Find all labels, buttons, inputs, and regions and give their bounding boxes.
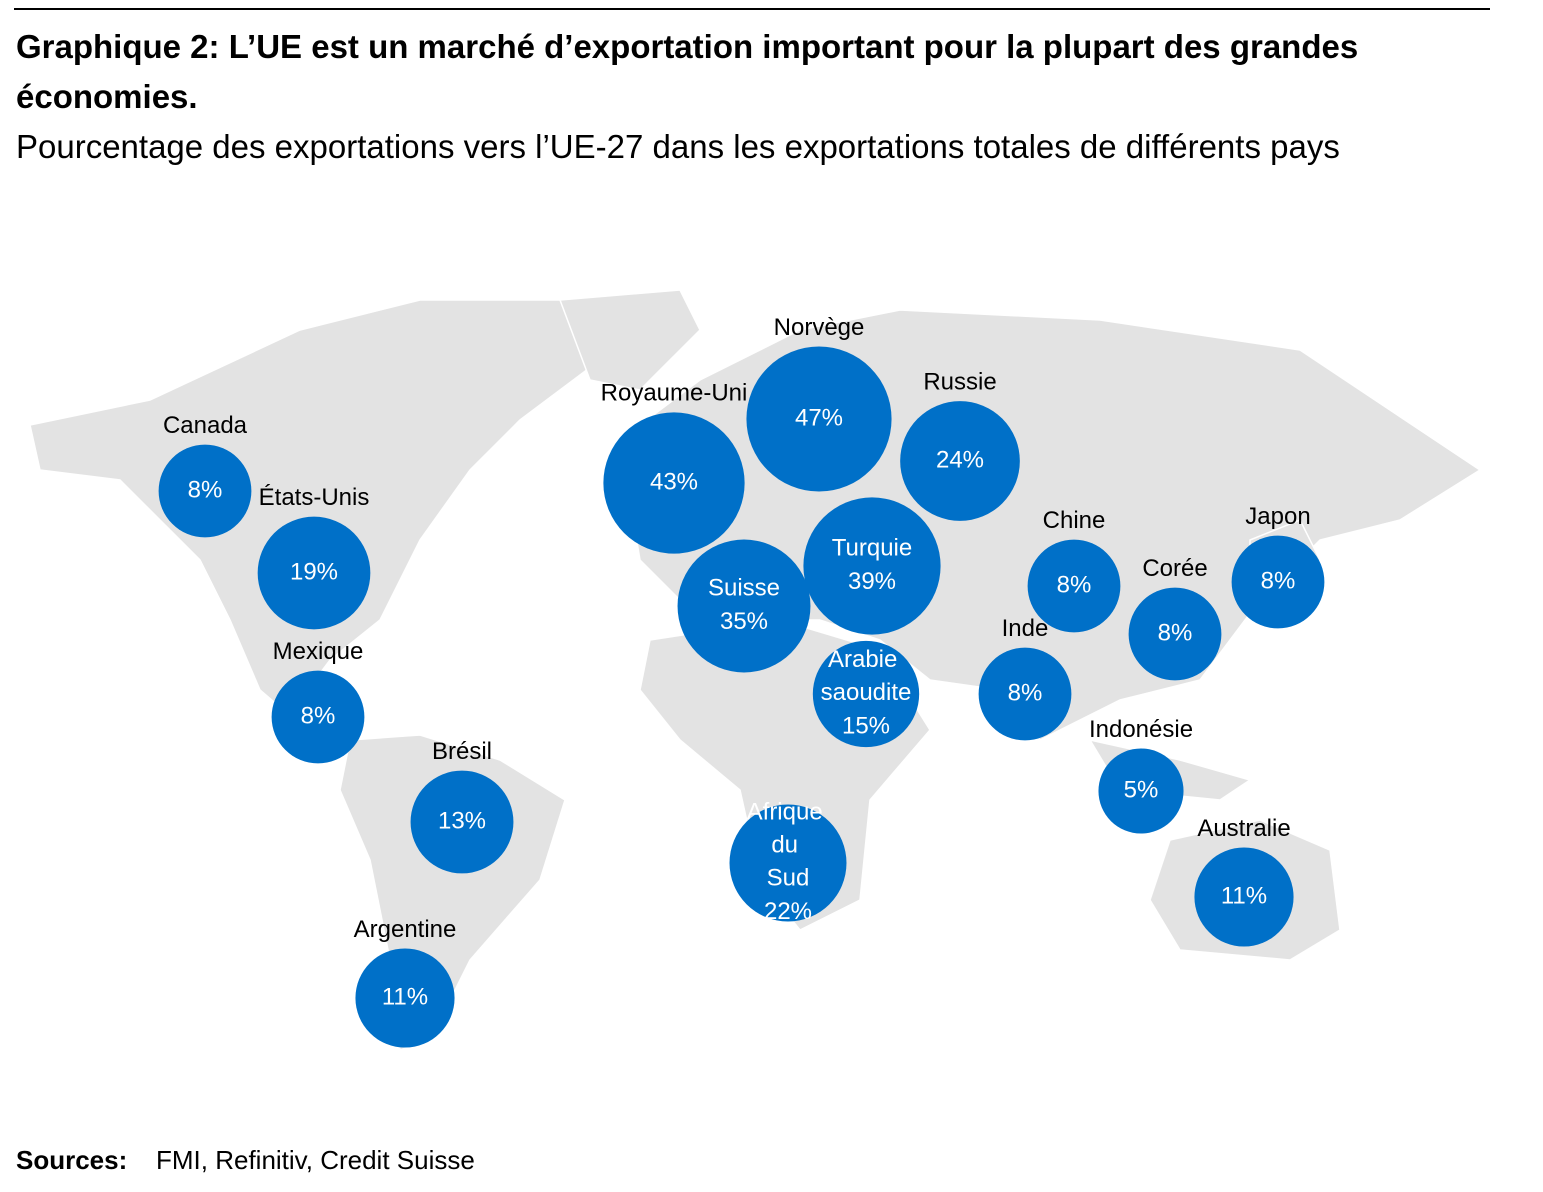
bubble <box>1194 847 1294 947</box>
chart-subtitle: Pourcentage des exportations vers l’UE-2… <box>16 128 1340 165</box>
country-label: Mexique <box>273 638 364 665</box>
bubble <box>271 670 365 764</box>
bubble <box>746 346 892 492</box>
value-label: 13% <box>438 807 486 834</box>
bubble <box>729 804 847 922</box>
country-label: Japon <box>1245 503 1310 530</box>
value-label: 8% <box>1008 679 1043 706</box>
country-label: Turquie <box>832 535 912 562</box>
bubble <box>1098 748 1184 834</box>
country-label: Argentine <box>354 916 457 943</box>
bubble <box>257 516 371 630</box>
country-label: Australie <box>1197 815 1290 842</box>
value-label: 35% <box>720 608 768 635</box>
country-label: Chine <box>1043 507 1106 534</box>
value-label: 8% <box>301 702 336 729</box>
value-label: 5% <box>1124 776 1159 803</box>
country-label: Norvège <box>774 314 865 341</box>
country-label: Afrique du Sud <box>747 799 830 892</box>
bubble <box>158 444 252 538</box>
bubble <box>1231 535 1325 629</box>
bubble <box>677 539 811 673</box>
country-label: États-Unis <box>259 484 370 511</box>
value-label: 15% <box>842 712 890 739</box>
value-label: 24% <box>936 446 984 473</box>
country-label: Indonésie <box>1089 716 1193 743</box>
value-label: 22% <box>764 898 812 925</box>
bubble <box>603 412 745 554</box>
country-label: Canada <box>163 412 248 439</box>
source: FMI, Refinitiv, Credit Suisse <box>156 1145 475 1175</box>
bubble <box>812 640 920 748</box>
country-label: Royaume-Uni <box>601 380 748 407</box>
bubble <box>978 647 1072 741</box>
country-label: Russie <box>923 369 996 396</box>
bubble <box>803 497 941 635</box>
value-label: 19% <box>290 558 338 585</box>
country-label: Suisse <box>708 575 780 602</box>
value-label: 8% <box>1158 619 1193 646</box>
bubble <box>900 401 1020 521</box>
bubble <box>355 948 455 1048</box>
country-label: Corée <box>1142 555 1207 582</box>
value-label: 11% <box>382 983 428 1010</box>
chart-title: Graphique 2: L’UE est un marché d’export… <box>16 28 1359 115</box>
bubble <box>1027 539 1121 633</box>
bubble <box>1128 587 1222 681</box>
country-label: Inde <box>1002 615 1049 642</box>
value-label: 8% <box>1261 567 1296 594</box>
value-label: 39% <box>848 568 896 595</box>
value-label: 8% <box>188 476 223 503</box>
bubble <box>410 770 514 874</box>
country-label: Brésil <box>432 738 492 765</box>
value-label: 11% <box>1221 882 1267 909</box>
source-label: Sources: <box>16 1145 127 1175</box>
country-label: Arabie saoudite <box>821 646 912 706</box>
value-label: 47% <box>795 404 843 431</box>
value-label: 8% <box>1057 571 1092 598</box>
value-label: 43% <box>650 468 698 495</box>
